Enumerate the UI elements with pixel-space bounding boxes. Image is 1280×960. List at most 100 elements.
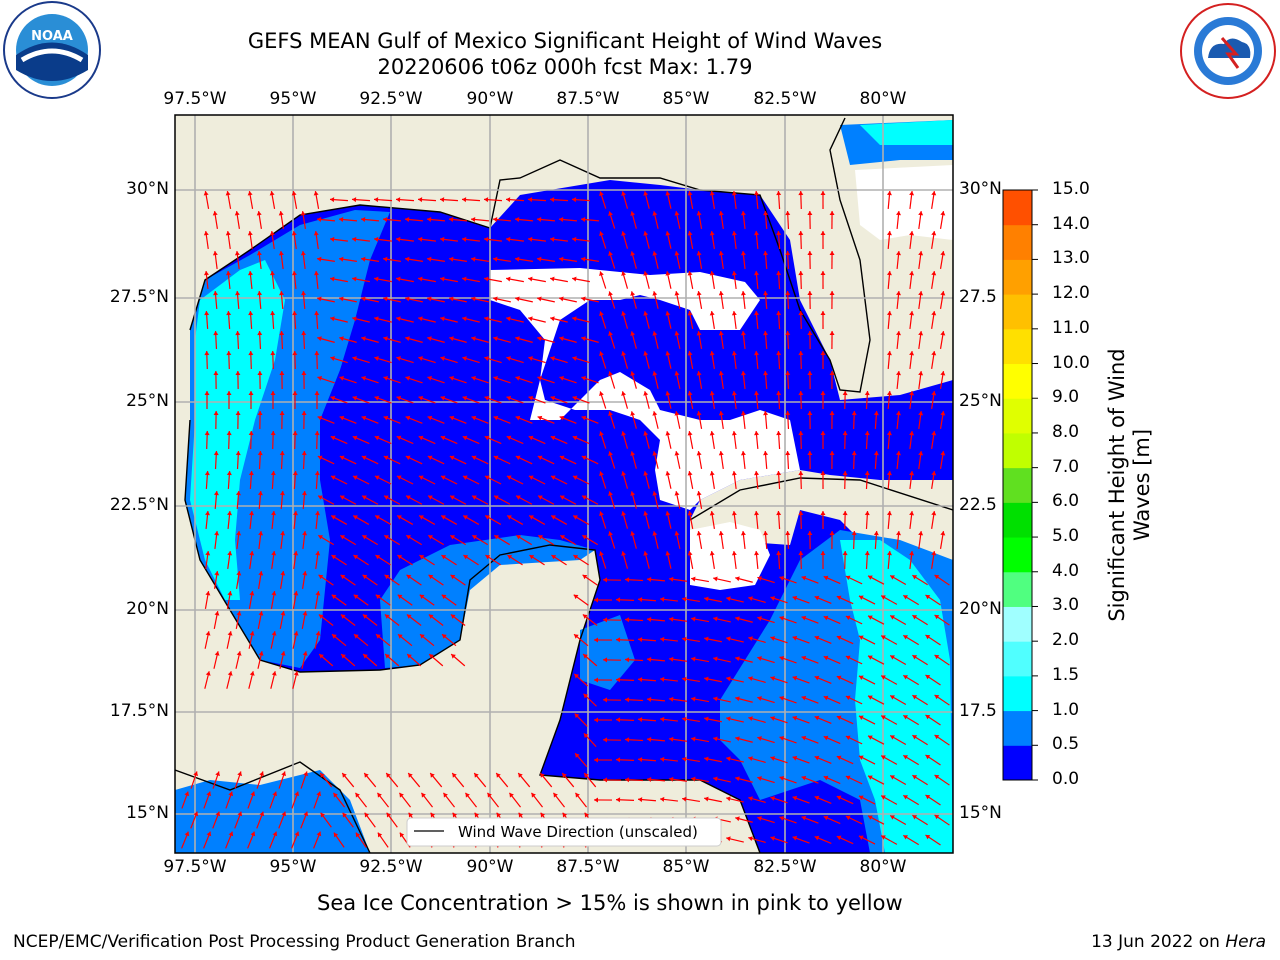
wind-wave-arrowhead <box>740 211 746 216</box>
wind-wave-arrowhead <box>256 251 262 256</box>
wind-wave-arrowhead <box>801 655 807 661</box>
wind-wave-arrowhead <box>575 792 580 798</box>
wind-wave-arrowhead <box>540 773 545 778</box>
wind-wave-arrowhead <box>770 596 776 601</box>
colorbar-frame <box>1002 189 1033 781</box>
wind-wave-arrowhead <box>748 596 753 602</box>
wind-wave-arrowhead <box>317 455 323 461</box>
wind-wave-arrowhead <box>427 376 433 381</box>
wind-wave-arrowhead <box>785 211 791 216</box>
wind-wave-arrowhead <box>718 371 724 376</box>
wind-wave-arrowhead <box>603 577 608 583</box>
wind-wave-arrowhead <box>385 654 390 659</box>
wind-wave-arrowhead <box>594 637 599 643</box>
coastline-pacific <box>175 761 371 853</box>
wind-wave-arrowhead <box>318 574 324 580</box>
wind-wave-arrowhead <box>292 311 298 316</box>
wind-wave-arrowhead <box>316 791 322 797</box>
wind-wave-arrowhead <box>709 231 715 236</box>
wind-wave-arrowhead <box>449 336 454 342</box>
wind-wave-arrowhead <box>820 431 826 436</box>
wind-wave-arrowhead <box>203 191 209 196</box>
wind-wave-arrowhead <box>807 371 813 376</box>
wind-wave-arrowhead <box>829 331 835 336</box>
wind-wave-arrowhead <box>294 831 300 837</box>
wind-wave-arrowhead <box>801 695 807 701</box>
wind-wave-arrowhead <box>397 515 402 520</box>
wind-wave-arrowhead <box>407 654 412 659</box>
wind-wave-arrowhead <box>823 655 829 661</box>
wind-wave-arrowhead <box>582 574 588 580</box>
lon-label-bottom: 95°W <box>269 857 317 877</box>
wind-wave-arrowhead <box>205 551 211 556</box>
wind-wave-arrowhead <box>339 336 344 342</box>
wind-wave-arrowhead <box>227 591 233 596</box>
wind-wave-arrowhead <box>418 236 423 242</box>
wind-wave-arrowhead <box>940 211 946 216</box>
wind-wave-arrowhead <box>418 475 424 481</box>
wind-wave-arrowhead <box>625 657 630 663</box>
wind-wave-arrowhead <box>731 351 737 356</box>
wind-wave-arrowhead <box>674 491 680 496</box>
wind-wave-arrowhead <box>740 411 746 416</box>
wind-wave-arrowhead <box>377 832 383 838</box>
wind-wave-arrowhead <box>374 276 379 282</box>
wind-wave-arrowhead <box>291 191 297 196</box>
wind-wave-arrowhead <box>383 256 388 262</box>
wind-wave-arrowhead <box>302 651 308 656</box>
wind-wave-arrowhead <box>574 634 579 639</box>
wind-wave-arrowhead <box>374 435 380 441</box>
wind-wave-arrowhead <box>757 696 762 701</box>
wind-wave-arrowhead <box>573 555 579 560</box>
wind-wave-arrowhead <box>248 471 254 476</box>
wind-wave-arrowhead <box>868 655 873 660</box>
wind-wave-arrowhead <box>726 756 731 762</box>
wind-wave-arrowhead <box>538 535 544 540</box>
wind-wave-arrowhead <box>836 835 842 841</box>
wind-wave-arrowhead <box>574 713 580 719</box>
wind-wave-arrowhead <box>317 217 322 223</box>
wind-wave-arrowhead <box>493 455 499 461</box>
wind-wave-arrowhead <box>313 231 319 236</box>
wind-wave-arrowhead <box>484 356 489 361</box>
wind-wave-arrowhead <box>647 577 652 583</box>
wind-wave-arrowhead <box>315 551 321 556</box>
wind-wave-arrowhead <box>205 631 211 636</box>
wind-wave-arrowhead <box>909 271 915 276</box>
wind-wave-arrowhead <box>440 435 446 441</box>
wind-wave-arrowhead <box>581 415 587 421</box>
wind-wave-arrowhead <box>496 773 501 778</box>
wind-wave-arrowhead <box>364 773 369 778</box>
wind-wave-arrowhead <box>318 614 324 619</box>
wind-wave-arrowhead <box>842 431 848 436</box>
wind-wave-arrowhead <box>858 715 864 720</box>
wind-wave-arrowhead <box>572 197 577 203</box>
wind-wave-arrowhead <box>330 276 335 282</box>
wind-wave-arrowhead <box>441 555 447 560</box>
wind-wave-arrowhead <box>691 656 696 662</box>
wind-wave-arrowhead <box>912 735 918 740</box>
wind-wave-arrowhead <box>886 551 892 556</box>
wind-wave-arrowhead <box>330 236 335 242</box>
wind-wave-arrowhead <box>559 217 564 223</box>
wind-wave-arrowhead <box>257 291 263 296</box>
wind-wave-arrowhead <box>748 676 753 682</box>
wind-wave-arrowhead <box>638 637 643 643</box>
wind-wave-arrowhead <box>643 191 649 196</box>
wind-wave-arrowhead <box>396 395 402 401</box>
wind-wave-arrowhead <box>249 671 255 676</box>
wind-wave-arrowhead <box>271 631 277 636</box>
wind-wave-arrowhead <box>820 551 826 556</box>
wind-wave-arrowhead <box>213 371 219 376</box>
wind-wave-arrowhead <box>427 415 433 421</box>
wind-wave-arrowhead <box>333 832 339 838</box>
wind-wave-arrowhead <box>225 191 231 196</box>
wind-wave-arrowhead <box>858 835 864 840</box>
wind-wave-arrowhead <box>785 411 791 416</box>
wind-wave-arrowhead <box>406 614 412 619</box>
wind-wave-arrowhead <box>471 336 476 342</box>
wind-wave-arrowhead <box>374 475 380 481</box>
wind-wave-arrowhead <box>184 831 190 837</box>
wind-wave-arrowhead <box>235 331 241 336</box>
colorbar-segment <box>1003 745 1032 781</box>
